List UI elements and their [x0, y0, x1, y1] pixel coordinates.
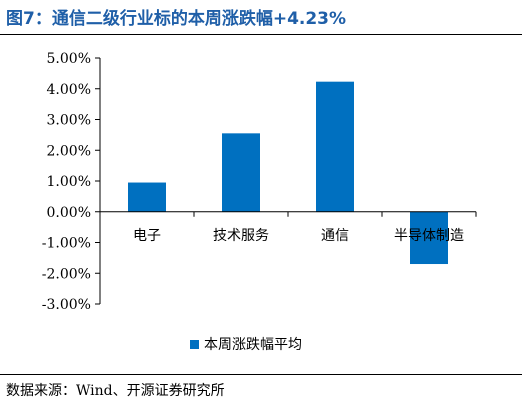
y-axis: 5.00% 4.00% 3.00% 2.00% 1.00% 0.00% -1.00% -2.0…: [42, 51, 101, 313]
legend-swatch: [190, 340, 199, 349]
legend-label: 本周涨跌幅平均: [204, 337, 302, 353]
bars: [128, 81, 448, 265]
legend: 本周涨跌幅平均: [190, 337, 302, 353]
y-tick-label: -1.00%: [42, 236, 91, 252]
bar-4: [410, 211, 448, 265]
footer-rule: [0, 374, 522, 375]
category-label: 电子: [133, 228, 161, 244]
bar-1: [128, 182, 166, 212]
y-tick-label: -2.00%: [42, 266, 91, 282]
bar-3: [316, 81, 354, 212]
category-labels: 电子 技术服务 通信 半导体制造: [133, 228, 464, 244]
y-tick-label: -3.00%: [42, 297, 91, 313]
category-label: 通信: [321, 228, 349, 244]
x-axis: [99, 211, 477, 217]
y-tick-label: 5.00%: [47, 51, 91, 67]
y-tick-label: 3.00%: [47, 113, 91, 129]
category-label: 技术服务: [213, 228, 269, 244]
y-tick-label: 1.00%: [47, 174, 91, 190]
figure-title: 图7：通信二级行业标的本周涨跌幅+4.23%: [6, 9, 347, 29]
bar-2: [222, 133, 260, 212]
y-tick-label: 0.00%: [47, 205, 91, 221]
data-source: 数据来源：Wind、开源证券研究所: [6, 383, 225, 399]
category-label: 半导体制造: [394, 228, 464, 244]
y-tick-label: 4.00%: [47, 82, 91, 98]
title-rule: [0, 34, 522, 35]
y-tick-label: 2.00%: [47, 143, 91, 159]
